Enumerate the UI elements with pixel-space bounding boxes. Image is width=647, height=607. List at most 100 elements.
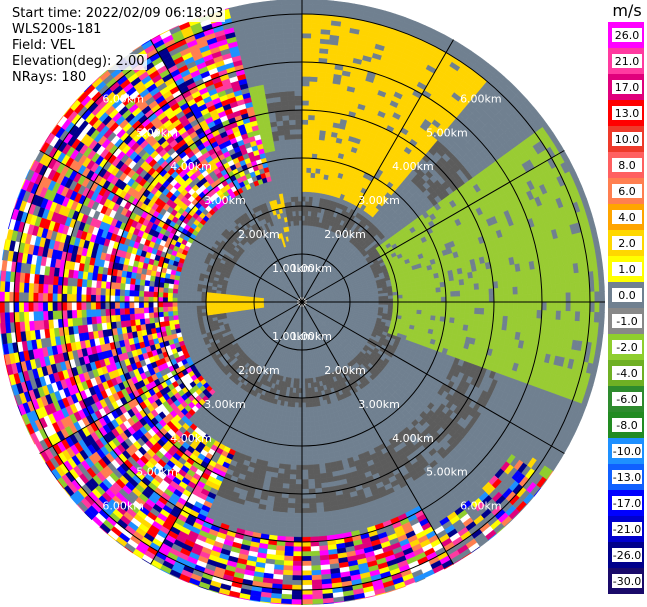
velocity-cell xyxy=(521,278,528,287)
velocity-cell xyxy=(599,365,605,378)
velocity-cell xyxy=(473,283,480,291)
velocity-cell xyxy=(517,294,524,303)
velocity-cell xyxy=(455,301,461,308)
velocity-cell xyxy=(435,287,442,293)
velocity-cell xyxy=(598,280,605,292)
velocity-cell xyxy=(308,90,317,97)
velocity-cell xyxy=(556,127,567,140)
velocity-cell xyxy=(499,62,512,74)
velocity-cell xyxy=(522,293,528,303)
velocity-cell xyxy=(562,455,573,468)
velocity-cell xyxy=(453,317,460,325)
velocity-cell xyxy=(301,176,307,183)
velocity-cell xyxy=(584,291,591,303)
velocity-cell xyxy=(459,312,466,320)
velocity-cell xyxy=(490,537,503,549)
velocity-cell xyxy=(453,279,460,287)
velocity-cell xyxy=(415,285,422,291)
velocity-cell xyxy=(594,291,600,303)
velocity-cell xyxy=(301,128,309,135)
velocity-cell xyxy=(473,43,486,54)
velocity-cell xyxy=(468,283,475,291)
velocity-cell xyxy=(301,191,307,197)
velocity-cell xyxy=(469,289,475,297)
velocity-cell xyxy=(301,157,308,164)
velocity-cell xyxy=(526,317,533,327)
velocity-cell xyxy=(550,118,561,131)
velocity-cell xyxy=(424,279,431,285)
velocity-cell xyxy=(455,307,461,314)
velocity-cell xyxy=(301,200,306,207)
velocity-cell xyxy=(565,283,571,293)
velocity-cell xyxy=(498,301,504,310)
velocity-cell xyxy=(532,301,538,311)
velocity-cell xyxy=(440,301,447,308)
velocity-cell xyxy=(435,306,442,312)
velocity-cell xyxy=(301,13,313,20)
velocity-cell xyxy=(473,313,480,321)
velocity-cell xyxy=(503,294,509,303)
velocity-cell xyxy=(301,37,312,44)
velocity-cell xyxy=(463,278,470,286)
velocity-cell xyxy=(402,301,408,306)
velocity-cell xyxy=(425,283,432,290)
velocity-cell xyxy=(359,297,365,301)
velocity-cell xyxy=(301,0,313,5)
velocity-cell xyxy=(315,100,324,107)
velocity-sectors xyxy=(0,0,605,605)
velocity-cell xyxy=(445,301,452,308)
velocity-cell xyxy=(301,114,309,120)
velocity-cell xyxy=(431,292,437,298)
velocity-cell xyxy=(586,184,596,198)
velocity-cell xyxy=(455,562,468,573)
velocity-cell xyxy=(455,296,461,303)
velocity-cell xyxy=(517,286,523,295)
velocity-cell xyxy=(590,396,599,409)
velocity-cell xyxy=(317,149,324,155)
velocity-cell xyxy=(567,145,578,159)
velocity-cell xyxy=(512,309,519,318)
velocity-cell xyxy=(590,195,599,208)
velocity-cell xyxy=(515,77,527,89)
velocity-cell xyxy=(560,301,567,312)
velocity-cell xyxy=(459,284,466,292)
velocity-cell xyxy=(493,294,500,303)
velocity-cell xyxy=(511,279,518,288)
velocity-cell xyxy=(541,293,548,303)
velocity-cell xyxy=(407,294,413,299)
velocity-cell xyxy=(530,317,537,327)
velocity-cell xyxy=(503,301,509,310)
velocity-cell xyxy=(498,287,504,296)
velocity-cell xyxy=(586,406,596,420)
velocity-cell xyxy=(479,301,485,309)
velocity-cell xyxy=(512,286,519,295)
velocity-cell xyxy=(301,143,308,149)
velocity-cell xyxy=(507,522,520,535)
velocity-cell xyxy=(421,305,427,311)
velocity-cell xyxy=(497,315,504,324)
velocity-cell xyxy=(318,134,326,141)
velocity-cell xyxy=(411,293,418,299)
velocity-cell xyxy=(526,285,533,295)
velocity-cell xyxy=(301,71,311,77)
velocity-cell xyxy=(508,294,514,303)
velocity-cell xyxy=(317,144,325,151)
velocity-cell xyxy=(311,162,317,169)
velocity-cell xyxy=(445,567,459,578)
velocity-cell xyxy=(474,289,480,297)
velocity-cell xyxy=(396,5,409,14)
velocity-cell xyxy=(527,293,533,303)
velocity-cell xyxy=(426,301,432,307)
velocity-cell xyxy=(301,186,307,192)
velocity-cell xyxy=(459,307,466,314)
velocity-cell xyxy=(316,86,325,93)
velocity-cell xyxy=(478,314,485,322)
velocity-cell xyxy=(555,283,562,294)
velocity-cell xyxy=(449,317,455,324)
velocity-cell xyxy=(426,16,440,27)
velocity-cell xyxy=(416,12,430,22)
velocity-cell xyxy=(308,100,317,106)
velocity-cell xyxy=(516,278,523,288)
velocity-cell xyxy=(301,167,307,173)
velocity-cell xyxy=(517,309,523,318)
